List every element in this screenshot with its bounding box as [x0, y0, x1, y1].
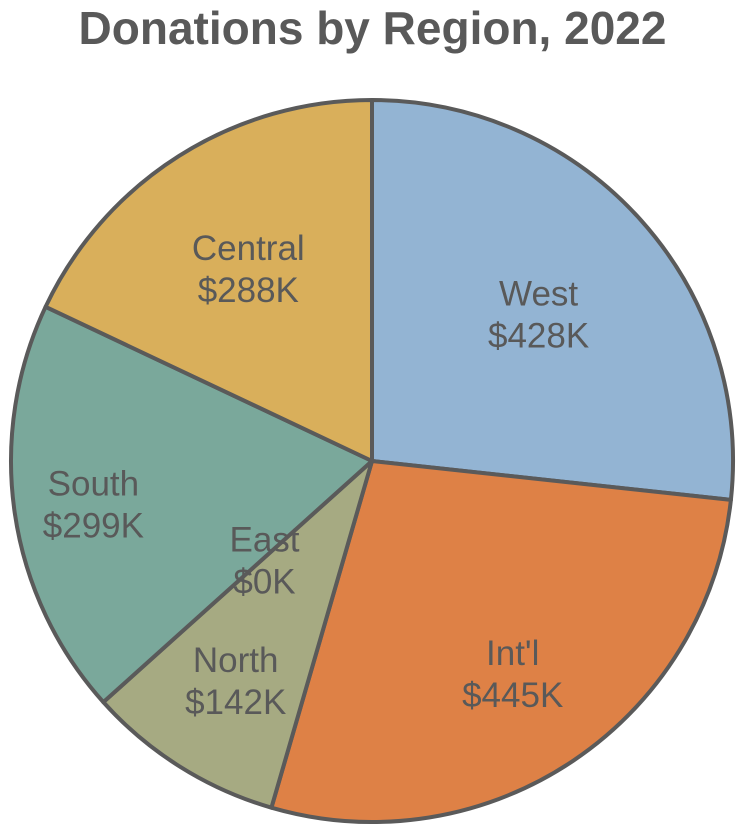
- slice-value-east: $0K: [233, 563, 295, 602]
- slice-value-south: $299K: [43, 507, 144, 546]
- slice-south: [9, 304, 374, 705]
- slice-label-central: Central: [192, 229, 305, 268]
- slice-value-north: $142K: [185, 683, 286, 722]
- slice-north: [101, 459, 374, 810]
- chart-title: Donations by Region, 2022: [78, 2, 667, 54]
- slice-label-int-l: Int'l: [486, 634, 539, 673]
- slice-west: [370, 98, 735, 502]
- slice-value-int-l: $445K: [462, 676, 563, 715]
- slice-label-west: West: [499, 275, 578, 314]
- pie-labels: West$428K Int'l$445K North$142K East$0K Sout…: [43, 229, 589, 722]
- slice-central: [43, 98, 374, 463]
- slice-int-l: [269, 459, 733, 824]
- slice-value-central: $288K: [198, 271, 299, 310]
- slice-label-east: East: [229, 521, 299, 560]
- slice-label-north: North: [193, 641, 279, 680]
- pie-slices: [9, 98, 735, 824]
- slice-label-south: South: [48, 465, 139, 504]
- slice-value-west: $428K: [488, 317, 589, 356]
